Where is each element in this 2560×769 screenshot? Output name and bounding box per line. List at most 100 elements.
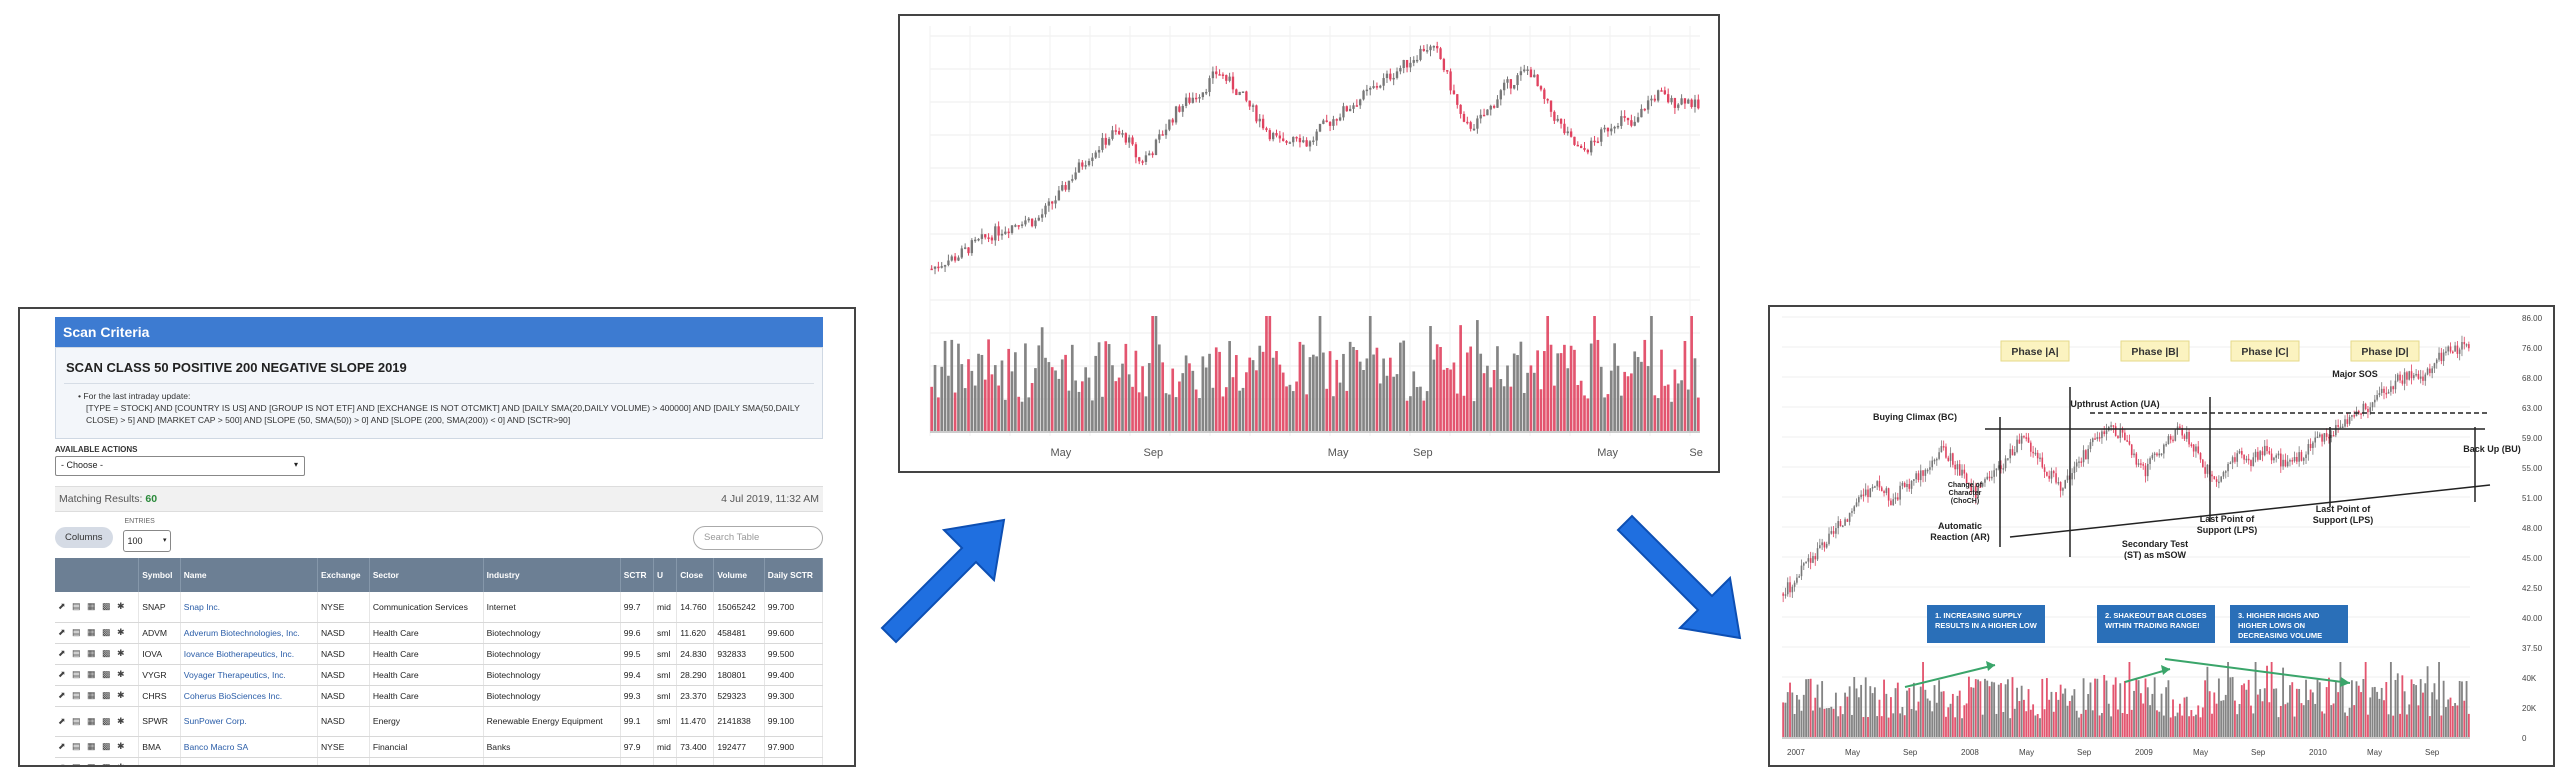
callout-text: 3. HIGHER HIGHS AND HIGHER LOWS ON DECREAS… — [2238, 611, 2322, 640]
arrow-down-right-icon — [1616, 514, 1742, 640]
volume-bar — [1837, 716, 1840, 737]
cell-symbol: SPWR — [138, 706, 181, 737]
cell-name[interactable]: Snap Inc. — [180, 592, 318, 623]
row-chart-icons[interactable]: ⬈ ▤ ▦ ▩ ✱ — [55, 622, 140, 644]
candle-body — [1422, 48, 1425, 51]
volume-bar — [1924, 689, 1927, 737]
volume-bar — [1915, 710, 1918, 737]
x-tick-label: 2007 — [1787, 748, 1805, 757]
volume-bar — [2183, 697, 2186, 737]
candle-body — [2318, 434, 2321, 437]
volume-bar — [2447, 699, 2450, 737]
volume-bar — [2160, 693, 2163, 737]
cell-name[interactable]: TG Therapeutics, Inc. — [180, 757, 318, 765]
row-chart-icons[interactable]: ⬈ ▤ ▦ ▩ ✱ — [55, 757, 140, 765]
actions-select[interactable]: - Choose - ▾ — [55, 456, 305, 476]
volume-bar — [1961, 718, 1963, 737]
row-chart-icons[interactable]: ⬈ ▤ ▦ ▩ ✱ — [55, 736, 140, 758]
row-chart-icons[interactable]: ⬈ ▤ ▦ ▩ ✱ — [55, 643, 140, 665]
column-header[interactable]: SCTR — [620, 558, 655, 592]
candle-body — [2321, 434, 2323, 442]
volume-bar — [1793, 713, 1796, 737]
candle-body — [2424, 374, 2427, 381]
candle-body — [2353, 415, 2355, 417]
entries-select[interactable]: 100 ▾ — [122, 530, 171, 552]
volume-bar — [2078, 717, 2080, 737]
phase-label: Phase |A| — [2011, 346, 2058, 358]
cell-universe: sml — [653, 643, 678, 665]
volume-bar — [1583, 395, 1586, 431]
volume-bar — [2091, 710, 2094, 737]
chevron-down-icon: ▾ — [162, 537, 167, 544]
cell-name[interactable]: SunPower Corp. — [180, 706, 318, 737]
columns-button[interactable]: Columns — [55, 527, 113, 548]
candle-body — [1506, 79, 1509, 83]
volume-bar — [1848, 686, 1851, 737]
volume-bar — [1251, 360, 1255, 431]
cell-name[interactable]: Voyager Therapeutics, Inc. — [180, 664, 318, 686]
x-tick-label: May — [2193, 748, 2208, 757]
volume-bar — [1509, 386, 1513, 431]
volume-bar — [1563, 344, 1566, 431]
candle-body — [1940, 446, 1943, 453]
row-chart-icons[interactable]: ⬈ ▤ ▦ ▩ ✱ — [55, 664, 140, 686]
cell-name[interactable]: Coherus BioSciences Inc. — [180, 685, 318, 707]
cell-exchange: NYSE — [317, 736, 370, 758]
cell-universe: sml — [653, 706, 678, 737]
candle-body — [1812, 556, 1814, 563]
candle-body — [1961, 469, 1963, 476]
volume-bar — [1636, 357, 1640, 431]
candle-body — [1919, 470, 1922, 481]
candle-body — [2036, 452, 2039, 459]
candle-body — [1201, 92, 1205, 98]
cell-name[interactable]: Adverum Biotechnologies, Inc. — [180, 622, 318, 644]
volume-bar — [2357, 685, 2360, 737]
column-header[interactable]: Name — [180, 558, 318, 592]
volume-bar — [1415, 387, 1419, 431]
column-header[interactable]: Industry — [483, 558, 621, 592]
volume-bar — [1288, 384, 1292, 431]
candle-body — [1251, 105, 1255, 107]
candle-body — [2163, 444, 2165, 454]
volume-bar — [1184, 355, 1188, 431]
cell-volume: 15065242 — [713, 592, 765, 623]
volume-bar — [1855, 688, 1858, 737]
candle-body — [1924, 469, 1927, 476]
row-chart-icons[interactable]: ⬈ ▤ ▦ ▩ ✱ — [55, 685, 140, 707]
cell-name[interactable]: Iovance Biotherapeutics, Inc. — [180, 643, 318, 665]
column-header[interactable]: Sector — [369, 558, 484, 592]
row-chart-icons[interactable]: ⬈ ▤ ▦ ▩ ✱ — [55, 592, 140, 623]
candle-body — [2245, 458, 2248, 461]
search-input[interactable]: Search Table — [693, 526, 823, 550]
volume-bar — [2454, 703, 2457, 737]
candle-body — [2213, 476, 2216, 480]
candle-body — [1208, 78, 1211, 92]
candle-body — [1402, 60, 1405, 69]
candle-body — [2140, 463, 2142, 465]
column-header[interactable]: U — [653, 558, 678, 592]
candle-body — [2275, 455, 2278, 458]
column-header[interactable]: Daily SCTR — [764, 558, 824, 592]
column-header[interactable]: Symbol — [138, 558, 181, 592]
volume-bar — [1981, 714, 1984, 737]
volume-bar — [2289, 685, 2291, 737]
volume-bar — [2316, 679, 2319, 737]
candle-body — [2075, 462, 2078, 467]
column-header[interactable]: Exchange — [317, 558, 370, 592]
candle-body — [1782, 593, 1784, 596]
candle-body — [1241, 91, 1245, 93]
row-chart-icons[interactable]: ⬈ ▤ ▦ ▩ ✱ — [55, 706, 140, 737]
candle-body — [2231, 457, 2234, 463]
candle-body — [974, 239, 977, 242]
candle-body — [1616, 125, 1620, 128]
volume-bar — [1174, 397, 1178, 431]
volume-bar — [2217, 678, 2220, 737]
volume-bar — [1211, 387, 1215, 431]
column-header[interactable] — [55, 558, 140, 592]
column-header[interactable]: Volume — [713, 558, 765, 592]
cell-name[interactable]: Banco Macro SA — [180, 736, 318, 758]
volume-bar — [1640, 361, 1643, 431]
candle-body — [1067, 180, 1071, 190]
column-header[interactable]: Close — [676, 558, 715, 592]
candle-body — [2119, 429, 2122, 439]
